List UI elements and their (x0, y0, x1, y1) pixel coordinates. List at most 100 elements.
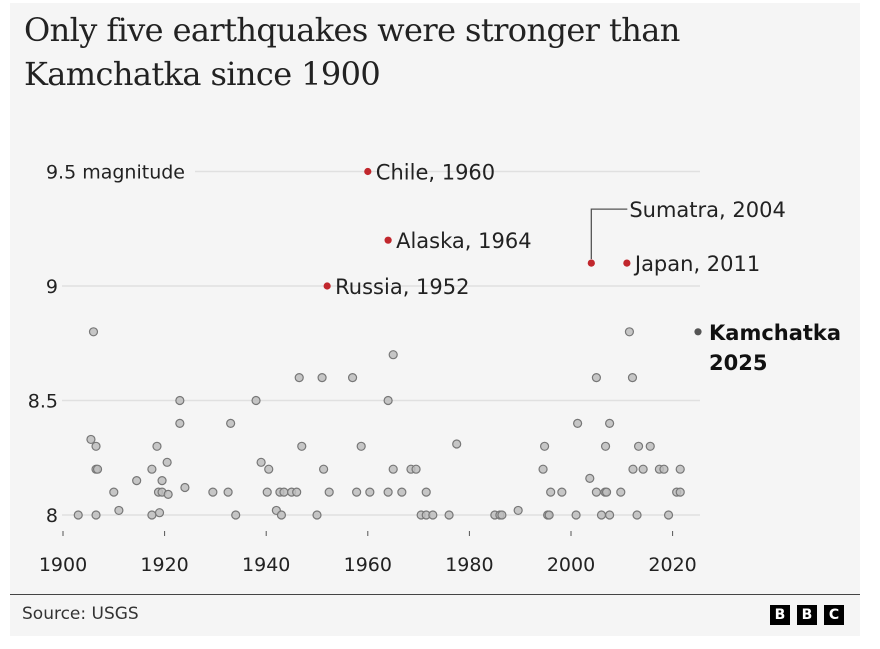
annotation-label: Russia, 1952 (335, 275, 469, 299)
annotation-label: Chile, 1960 (376, 161, 495, 185)
x-tick-label: 1920 (140, 554, 188, 576)
quake-point (627, 373, 638, 383)
quake-point (616, 487, 626, 497)
quake-point (92, 464, 103, 474)
quake-point (114, 505, 124, 516)
chart-title: Only five earthquakes were stronger than… (24, 11, 680, 93)
quake-point (675, 464, 685, 474)
annotation-label: Alaska, 1964 (396, 229, 531, 253)
quake-point (208, 487, 218, 497)
quake-point (292, 487, 302, 497)
quake-point (91, 441, 101, 451)
quake-point (397, 487, 407, 497)
quake-point (352, 487, 362, 497)
chart-panel (10, 3, 860, 636)
quake-point (591, 373, 602, 383)
quake-point (365, 487, 375, 497)
quake-point (388, 350, 398, 360)
quake-point (605, 510, 615, 520)
current-quake-label: Kamchatka (709, 321, 841, 345)
footer-divider (10, 594, 860, 595)
quake-point (226, 418, 236, 428)
quake-point (297, 441, 307, 451)
quake-point (88, 327, 99, 337)
bbc-logo-letter: B (770, 605, 790, 625)
quake-point (157, 476, 167, 486)
highlight-point (364, 167, 372, 176)
quake-point (73, 510, 83, 520)
annotation-label: Japan, 2011 (633, 252, 760, 276)
highlight-point (587, 259, 595, 267)
quake-point (312, 510, 322, 520)
quake-point (675, 487, 685, 497)
quake-point (276, 510, 287, 520)
quake-point (86, 434, 96, 445)
quake-point (546, 487, 556, 497)
quake-point (109, 487, 119, 497)
quake-point (317, 373, 327, 383)
y-axis: 8 8.5 9 9.5 magnitude (28, 162, 185, 528)
quake-point (600, 441, 611, 451)
quake-point (324, 487, 334, 497)
quake-point (624, 327, 635, 337)
x-tick-label: 1900 (39, 554, 87, 576)
quake-point (633, 441, 644, 451)
quake-point (632, 510, 642, 520)
quake-point (605, 418, 615, 428)
highlight-point (384, 236, 392, 244)
quake-point (659, 464, 669, 474)
highlight-point (623, 259, 631, 267)
quake-point (175, 395, 185, 406)
quake-point (596, 510, 607, 520)
quake-point (147, 464, 157, 474)
quake-point (294, 373, 304, 383)
quake-point (601, 487, 612, 497)
quake-point (638, 464, 648, 474)
annotation-label: Sumatra, 2004 (629, 198, 786, 222)
quake-point (147, 510, 157, 520)
quake-point (175, 418, 185, 428)
bbc-logo-letter: C (824, 605, 844, 625)
current-quake-point (694, 328, 702, 336)
quake-point (645, 441, 655, 451)
gridlines (62, 170, 700, 516)
quake-point (383, 487, 393, 497)
quake-point (163, 489, 173, 499)
quake-point (279, 487, 289, 497)
quake-point (444, 510, 454, 520)
quake-point (264, 464, 274, 474)
source-note: Source: USGS (22, 604, 139, 624)
quake-point (557, 487, 567, 497)
quake-point (231, 510, 241, 520)
quake-point (513, 505, 523, 516)
x-tick-label: 2020 (648, 554, 696, 576)
quake-point (663, 510, 674, 520)
y-tick-label: 8 (46, 505, 58, 527)
quake-point (262, 487, 272, 497)
quake-point (223, 487, 233, 497)
bbc-logo-letter: B (797, 605, 817, 625)
quake-point (628, 464, 638, 474)
x-axis: 1900 1920 1940 1960 1980 2000 2020 (39, 531, 697, 576)
annotation-connector (590, 208, 628, 260)
quake-point (538, 464, 548, 474)
quake-point (497, 510, 507, 520)
highlighted-quakes: Chile, 1960 Alaska, 1964 Russia, 1952 Sumat… (323, 161, 841, 375)
x-tick-label: 1980 (445, 554, 493, 576)
quake-point (251, 395, 261, 406)
quake-point (356, 441, 366, 451)
quake-point (388, 464, 398, 474)
quake-point (180, 482, 190, 493)
quake-point (91, 510, 101, 520)
quake-point (428, 510, 438, 520)
quake-point (383, 395, 393, 406)
quake-point (539, 441, 550, 451)
quake-point (154, 508, 165, 518)
current-quake-year: 2025 (709, 351, 767, 375)
quake-point (585, 473, 595, 483)
x-tick-label: 2000 (547, 554, 595, 576)
y-tick-label: 9.5 magnitude (46, 162, 185, 184)
x-tick-label: 1940 (242, 554, 290, 576)
quake-point (571, 510, 581, 520)
